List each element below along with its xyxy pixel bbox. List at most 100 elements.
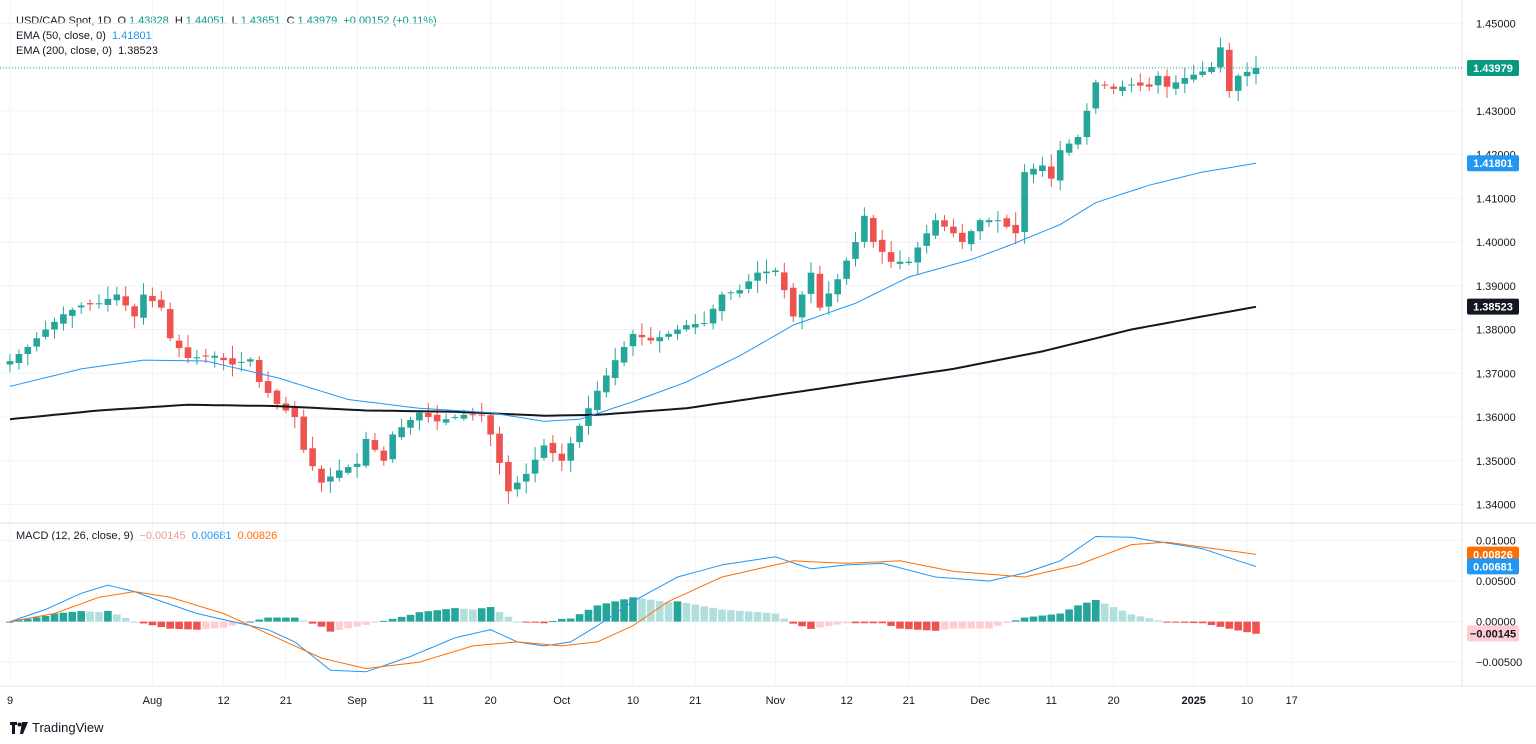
macd-tick-label: −0.00500	[1476, 657, 1522, 669]
macd-histogram-bar	[193, 621, 201, 630]
candle-body	[1021, 172, 1028, 232]
macd-histogram-bar	[842, 621, 851, 624]
candle	[1226, 42, 1233, 98]
macd-histogram-bar	[851, 621, 860, 624]
macd-histogram-bar	[949, 621, 958, 629]
price-tick-label: 1.41000	[1476, 193, 1516, 205]
macd-histogram-bar	[994, 621, 1002, 626]
candle	[870, 214, 877, 248]
time-tick-label: Sep	[347, 695, 367, 707]
price-tick-label: 1.34000	[1476, 500, 1516, 512]
candle	[1154, 71, 1162, 94]
candle	[1137, 73, 1144, 92]
macd-histogram-bar	[762, 612, 771, 622]
macd-histogram-bar	[753, 612, 762, 622]
macd-histogram-bar	[566, 618, 575, 622]
candle-body	[1074, 137, 1082, 145]
candle	[994, 211, 1002, 233]
macd-histogram-bar	[486, 607, 495, 622]
candle	[353, 452, 361, 478]
macd-histogram-bar	[50, 613, 59, 622]
candle-body	[718, 294, 726, 312]
candle-body	[985, 220, 993, 223]
candle-body	[745, 281, 752, 289]
macd-histogram-bar	[522, 621, 530, 623]
candle	[1012, 212, 1019, 245]
candle-body	[51, 321, 58, 330]
macd-line-badge-text: 0.00681	[1473, 561, 1513, 573]
time-tick-label: Aug	[143, 695, 163, 707]
candle	[861, 207, 868, 248]
candle-body	[727, 292, 735, 294]
macd-histogram-bar	[771, 613, 780, 622]
macd-histogram-bar	[1234, 621, 1242, 631]
ema50-badge-text: 1.41801	[1473, 158, 1513, 170]
macd-tick-label: 0.00500	[1476, 576, 1516, 588]
candle-body	[460, 414, 468, 419]
candle	[291, 401, 299, 429]
macd-histogram-bar	[282, 617, 290, 622]
ema200-line	[9, 305, 1257, 421]
macd-line-badge-bg	[1467, 558, 1519, 575]
macd-histogram-bar	[433, 610, 441, 622]
candle	[1003, 214, 1011, 229]
candle	[531, 447, 539, 483]
candle	[923, 224, 930, 254]
macd-legend: MACD (12, 26, close, 9) −0.00145 0.00681…	[16, 529, 280, 544]
candle-body	[950, 226, 957, 234]
candle	[6, 353, 14, 373]
candle-body	[407, 419, 414, 428]
macd-label: MACD (12, 26, close, 9)	[16, 530, 134, 542]
candle-body	[1065, 143, 1073, 153]
price-tick-label: 1.40000	[1476, 237, 1516, 249]
macd-histogram-bar	[736, 610, 744, 622]
candle	[327, 467, 334, 493]
macd-histogram-bar	[673, 601, 682, 622]
macd-histogram-bar	[682, 602, 691, 622]
candle-body	[371, 440, 379, 450]
macd-histogram-bar	[469, 609, 477, 622]
candle	[158, 290, 165, 311]
macd-histogram-bar	[202, 621, 210, 630]
macd-histogram-bar	[1003, 621, 1011, 624]
macd-histogram-bar	[308, 621, 317, 624]
candle-body	[86, 303, 94, 305]
time-tick-label: 21	[903, 695, 915, 707]
price-tick-label: 1.38000	[1476, 325, 1516, 337]
candle-body	[816, 273, 824, 308]
macd-histogram-bar	[139, 621, 148, 624]
macd-histogram-bar	[976, 621, 984, 629]
candle	[496, 426, 503, 475]
candle	[1208, 62, 1215, 74]
candle-body	[576, 425, 583, 443]
tradingview-logo: TradingView	[10, 720, 104, 735]
candle	[175, 334, 183, 358]
candle	[95, 294, 103, 309]
candle	[362, 431, 370, 468]
candle	[1252, 55, 1260, 85]
price-tick-label: 1.43000	[1476, 106, 1516, 118]
candle-body	[549, 442, 557, 454]
macd-histogram-bar	[1216, 621, 1225, 627]
candle-body	[300, 416, 307, 450]
candle-body	[674, 329, 681, 334]
candle-body	[905, 261, 913, 264]
macd-histogram-bar	[789, 621, 797, 624]
candle-body	[229, 358, 236, 365]
macd-histogram-bar	[905, 621, 913, 630]
candle	[834, 273, 841, 303]
candle	[184, 335, 192, 364]
macd-histogram-bar	[549, 621, 557, 623]
candle-body	[487, 415, 494, 435]
macd-histogram-bar	[1181, 621, 1189, 623]
macd-histogram-bar	[477, 608, 486, 622]
macd-histogram-bar	[798, 621, 806, 627]
candle	[1119, 80, 1126, 97]
time-tick-label: Oct	[553, 695, 570, 707]
candle-body	[736, 290, 744, 294]
macd-histogram-bar	[833, 621, 842, 625]
macd-histogram-bar	[415, 612, 424, 622]
macd-histogram-bar	[967, 621, 975, 629]
candle-body	[585, 408, 592, 426]
